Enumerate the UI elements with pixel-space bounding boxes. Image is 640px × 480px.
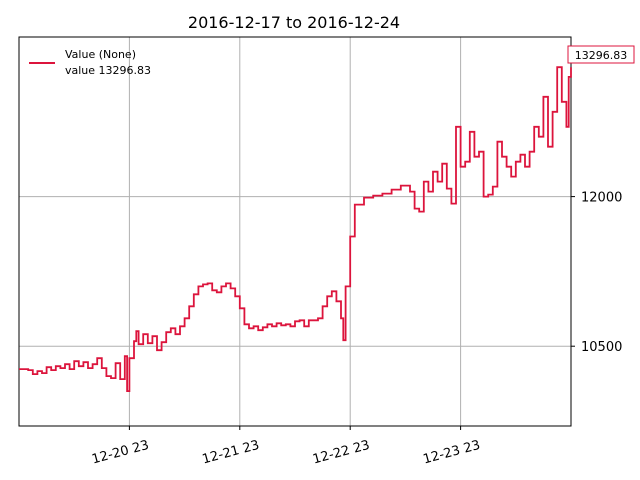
x-tick-label: 12-22 23 (311, 438, 371, 468)
legend-series-label: Value (None) (65, 48, 136, 61)
last-value-box (567, 45, 635, 64)
y-tick-label: 10500 (581, 340, 622, 355)
chart-title: 2016-12-17 to 2016-12-24 (188, 13, 400, 32)
series-layer (19, 66, 572, 392)
x-tick-label: 12-23 23 (422, 438, 482, 468)
last-value-text: 13296.83 (575, 49, 628, 62)
x-axis: 12-20 23 12-21 23 12-22 23 12-23 23 (90, 426, 482, 467)
series-line (19, 66, 572, 392)
legend-value-label: value 13296.83 (65, 64, 151, 77)
x-tick-label: 12-21 23 (201, 438, 261, 468)
legend: Value (None) value 13296.83 (29, 48, 151, 77)
x-tick-label: 12-20 23 (90, 438, 150, 468)
plot-area-frame (18, 36, 572, 427)
y-tick-label: 12000 (581, 191, 622, 206)
last-value-badge: 13296.83 (567, 45, 635, 64)
y-axis: 10500 12000 (571, 191, 622, 355)
